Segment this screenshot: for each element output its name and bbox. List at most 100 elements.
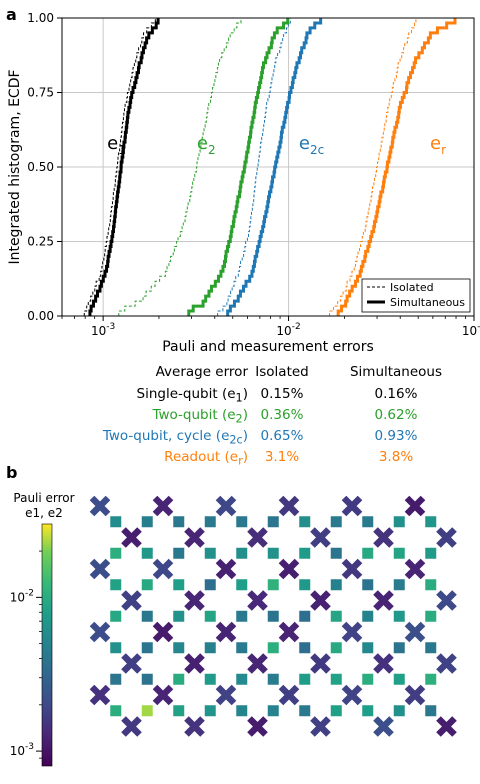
coupler-marker <box>330 705 342 717</box>
qubit-marker <box>341 558 363 580</box>
table-value-two-qubit-cycle-simultaneous: 0.93% <box>374 428 418 444</box>
ecdf-series-e1-simultaneous <box>88 18 160 316</box>
qubit-marker <box>373 716 394 737</box>
qubit-marker <box>215 495 237 517</box>
legend-simultaneous-label: Simultaneous <box>390 296 465 309</box>
coupler-marker <box>204 705 216 717</box>
coupler-marker <box>299 547 311 559</box>
error-summary-table: Average error Isolated Simultaneous Sing… <box>0 360 480 470</box>
lattice-couplers <box>110 516 437 717</box>
ecdf-y-tick-label: 0.50 <box>27 160 54 174</box>
table-row-label-readout: Readout (er) <box>164 449 248 468</box>
coupler-marker <box>173 673 185 685</box>
qubit-marker <box>121 653 142 674</box>
qubit-marker <box>436 527 457 548</box>
coupler-marker <box>110 610 122 622</box>
ecdf-x-tick-label: 10-1 <box>462 322 480 338</box>
qubit-marker <box>404 495 426 517</box>
coupler-marker <box>110 516 122 528</box>
qubit-marker <box>404 558 426 580</box>
coupler-marker <box>267 642 279 654</box>
qubit-marker <box>373 527 394 548</box>
coupler-marker <box>393 579 405 591</box>
ecdf-series-e2-simultaneous <box>187 18 290 316</box>
ecdf-y-tick-label: 0.25 <box>27 235 54 249</box>
coupler-marker <box>110 642 122 654</box>
colorbar-tick-label: 10-2 <box>10 588 34 604</box>
coupler-marker <box>204 673 216 685</box>
qubit-marker <box>89 684 111 706</box>
coupler-marker <box>425 705 437 717</box>
qubit-marker <box>184 527 205 548</box>
ecdf-legend: Isolated Simultaneous <box>361 278 471 313</box>
table-value-readout-isolated: 3.1% <box>264 449 300 465</box>
coupler-marker <box>267 705 279 717</box>
coupler-marker <box>267 610 279 622</box>
qubit-marker <box>121 590 142 611</box>
coupler-marker <box>393 547 405 559</box>
ecdf-curve-labels: e1 e2 e2c er <box>107 133 446 157</box>
coupler-marker <box>393 642 405 654</box>
ecdf-x-axis-label: Pauli and measurement errors <box>162 339 374 355</box>
qubit-marker <box>436 653 457 674</box>
qubit-marker <box>152 495 174 517</box>
qubit-marker <box>215 558 237 580</box>
table-value-two-qubit-simultaneous: 0.62% <box>374 407 418 423</box>
coupler-marker <box>362 642 374 654</box>
ecdf-y-axis-label: Integrated histogram, ECDF <box>7 69 23 264</box>
qubit-marker <box>310 653 331 674</box>
ecdf-grid <box>62 17 475 317</box>
coupler-marker <box>267 579 279 591</box>
table-value-two-qubit-cycle-isolated: 0.65% <box>260 428 304 444</box>
colorbar: Pauli error e1, e2 10-2 10-3 <box>10 491 75 767</box>
qubit-marker <box>278 558 300 580</box>
ecdf-series-e2-isolated <box>118 18 242 316</box>
coupler-marker <box>267 547 279 559</box>
ecdf-plot: 10-3 10-2 10-1 0.00 0.25 0.50 0.75 1.00 e1 e2 e2c… <box>7 11 480 355</box>
coupler-marker <box>110 673 122 685</box>
table-header-average: Average error <box>155 364 248 380</box>
ecdf-y-tick-label: 0.75 <box>27 86 54 100</box>
coupler-marker <box>330 579 342 591</box>
ecdf-ticks: 10-3 10-2 10-1 0.00 0.25 0.50 0.75 1.00 <box>27 11 480 338</box>
qubit-marker <box>341 495 363 517</box>
colorbar-title: Pauli error <box>13 491 74 505</box>
table-value-two-qubit-isolated: 0.36% <box>260 407 304 423</box>
coupler-marker <box>141 516 153 528</box>
table-row-label-two-qubit-cycle: Two-qubit, cycle (e2c) <box>102 428 248 447</box>
coupler-marker <box>362 673 374 685</box>
coupler-marker <box>362 516 374 528</box>
ecdf-y-tick-label: 1.00 <box>27 11 54 25</box>
coupler-marker <box>299 516 311 528</box>
ecdf-series-er-isolated <box>329 18 417 316</box>
coupler-marker <box>330 642 342 654</box>
lattice-qubits <box>89 495 457 737</box>
qubit-marker <box>310 716 331 737</box>
curve-label-er: er <box>430 133 446 157</box>
qubit-marker <box>373 590 394 611</box>
qubit-marker <box>341 684 363 706</box>
curve-label-e2: e2 <box>197 133 216 157</box>
coupler-marker <box>299 705 311 717</box>
legend-box <box>361 278 471 313</box>
qubit-marker <box>278 495 300 517</box>
ecdf-series-e2c-simultaneous <box>226 18 323 316</box>
ecdf-x-tick-label: 10-2 <box>276 322 300 338</box>
coupler-marker <box>236 673 248 685</box>
ecdf-y-tick-label: 0.00 <box>27 309 54 323</box>
qubit-marker <box>89 495 111 517</box>
qubit-marker <box>278 684 300 706</box>
coupler-marker <box>141 642 153 654</box>
ecdf-x-tick-label: 10-3 <box>91 322 115 338</box>
coupler-marker <box>393 705 405 717</box>
qubit-marker <box>121 716 142 737</box>
coupler-marker <box>362 705 374 717</box>
colorbar-gradient <box>41 523 53 767</box>
coupler-marker <box>330 673 342 685</box>
coupler-marker <box>425 610 437 622</box>
qubit-marker <box>436 716 457 737</box>
coupler-marker <box>110 579 122 591</box>
curve-label-e1: e1 <box>107 133 126 157</box>
coupler-marker <box>236 547 248 559</box>
coupler-marker <box>393 673 405 685</box>
